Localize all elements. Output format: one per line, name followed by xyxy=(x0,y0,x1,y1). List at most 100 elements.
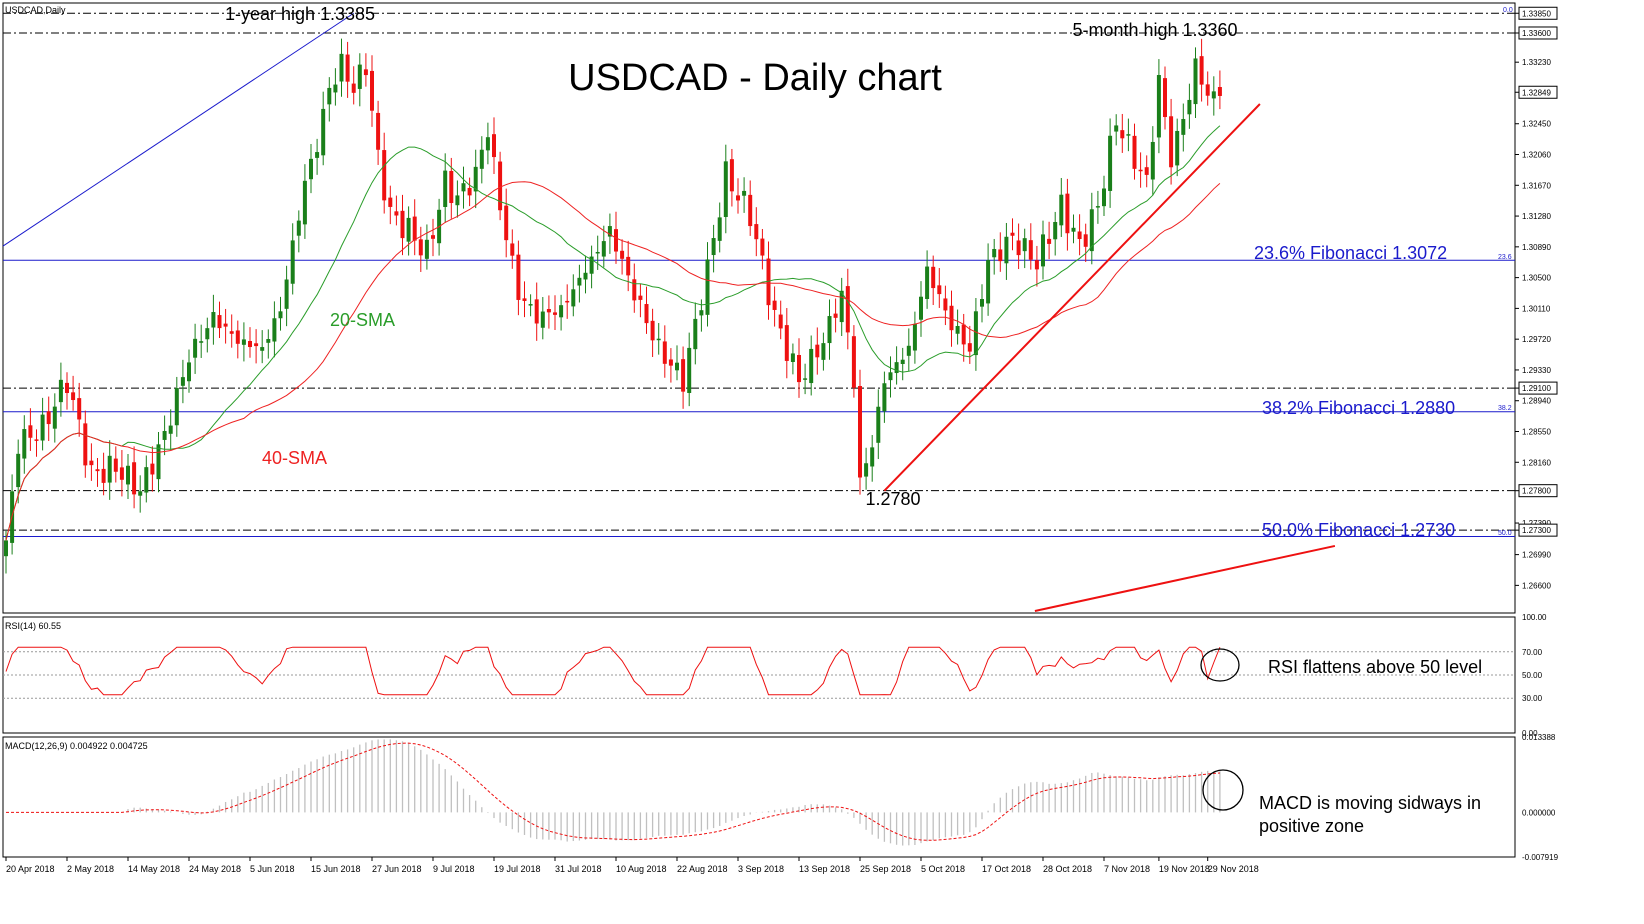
date-tick-label: 7 Nov 2018 xyxy=(1104,864,1150,874)
candle-body xyxy=(4,540,8,557)
candle-body xyxy=(388,197,393,207)
price-tick-box xyxy=(1518,6,1558,20)
candle-body xyxy=(681,359,686,392)
candle-body xyxy=(339,53,344,82)
candle-body xyxy=(522,298,527,301)
candle-body xyxy=(553,312,557,315)
candle-body xyxy=(589,256,594,274)
price-tick-label: 1.27390 xyxy=(1522,519,1551,528)
red-lower-trendline xyxy=(1034,544,1336,612)
candle-body xyxy=(571,289,576,307)
candle-body xyxy=(119,467,124,480)
price-tick-box xyxy=(1518,381,1558,395)
price-tick-label: 1.27300 xyxy=(1522,526,1551,535)
candle-body xyxy=(1108,135,1113,191)
fib-label-50-0: 50.0% Fibonacci 1.2730 xyxy=(1262,520,1455,540)
candle-body xyxy=(260,347,265,351)
candle-body xyxy=(71,392,76,401)
candle-body xyxy=(675,362,679,371)
candle-body xyxy=(797,355,801,383)
candles xyxy=(4,38,1222,574)
candle-body xyxy=(1034,260,1039,270)
candle-body xyxy=(1114,125,1119,132)
candle-body xyxy=(1126,134,1131,136)
candle-body xyxy=(937,285,942,295)
candle-body xyxy=(632,279,637,301)
candle-body xyxy=(809,348,814,384)
candle-body xyxy=(766,258,771,306)
candle-body xyxy=(1199,56,1204,85)
candle-body xyxy=(662,341,667,364)
candle-body xyxy=(1028,240,1033,260)
candle-body xyxy=(1150,141,1155,180)
rsi-note: RSI flattens above 50 level xyxy=(1268,657,1482,677)
sma40-label: 40-SMA xyxy=(262,448,327,468)
price-tick-label: 1.31670 xyxy=(1522,181,1551,190)
candle-body xyxy=(961,324,966,345)
price-tick-box xyxy=(1518,523,1558,537)
candle-body xyxy=(394,211,399,216)
candle-body xyxy=(370,70,374,111)
date-tick-label: 27 Jun 2018 xyxy=(372,864,422,874)
candle-body xyxy=(736,195,740,201)
price-tick-label: 1.29330 xyxy=(1522,366,1551,375)
candle-body xyxy=(485,137,490,151)
candle-body xyxy=(931,266,936,289)
rsi-tick-label: 70.00 xyxy=(1522,648,1543,657)
low-label: 1.2780 xyxy=(865,489,920,509)
candle-body xyxy=(1041,234,1045,267)
candle-body xyxy=(595,251,600,254)
price-tick-label: 1.27800 xyxy=(1522,487,1551,496)
candle-body xyxy=(650,320,655,341)
candle-body xyxy=(1004,236,1009,264)
candle-body xyxy=(1010,232,1015,236)
candle-body xyxy=(473,166,478,192)
candle-body xyxy=(729,159,734,192)
date-tick-label: 19 Jul 2018 xyxy=(494,864,541,874)
candle-body xyxy=(162,430,167,440)
candle-body xyxy=(400,210,405,239)
candle-body xyxy=(534,299,539,324)
candle-body xyxy=(40,414,45,441)
price-tick-label: 1.26990 xyxy=(1522,551,1551,560)
date-tick-label: 14 May 2018 xyxy=(128,864,180,874)
date-tick-label: 10 Aug 2018 xyxy=(616,864,667,874)
candle-body xyxy=(101,468,106,483)
date-tick-label: 29 Nov 2018 xyxy=(1208,864,1259,874)
candle-body xyxy=(217,315,222,329)
candle-body xyxy=(614,229,618,252)
candle-body xyxy=(1193,58,1198,105)
date-tick-label: 15 Jun 2018 xyxy=(311,864,361,874)
candle-body xyxy=(1059,194,1064,226)
rsi-tick-label: 50.00 xyxy=(1522,671,1543,680)
candle-body xyxy=(565,300,570,303)
price-tick-label: 1.32450 xyxy=(1522,120,1551,129)
candle-body xyxy=(16,453,21,488)
candle-body xyxy=(205,328,210,340)
candle-body xyxy=(1156,75,1161,138)
candle-body xyxy=(1163,78,1167,118)
candle-body xyxy=(272,318,277,342)
candle-body xyxy=(1120,130,1125,139)
candle-body xyxy=(742,190,747,196)
candle-body xyxy=(827,316,832,344)
price-tick-label: 1.30890 xyxy=(1522,243,1551,252)
candle-body xyxy=(455,195,460,206)
price-tick-label: 1.28160 xyxy=(1522,458,1551,467)
candle-body xyxy=(241,339,246,345)
candle-body xyxy=(479,149,484,169)
candle-body xyxy=(107,455,112,483)
candle-body xyxy=(1138,169,1143,172)
candle-body xyxy=(912,323,917,351)
candle-body xyxy=(156,444,161,480)
candle-body xyxy=(406,217,411,242)
candle-body xyxy=(967,343,972,352)
date-tick-label: 13 Sep 2018 xyxy=(799,864,850,874)
candle-body xyxy=(1047,238,1052,244)
candle-body xyxy=(418,239,423,256)
candle-body xyxy=(412,216,417,241)
candle-body xyxy=(34,439,39,441)
rsi-tick-label: 30.00 xyxy=(1522,694,1543,703)
candle-body xyxy=(699,310,704,316)
candle-body xyxy=(1132,135,1137,169)
